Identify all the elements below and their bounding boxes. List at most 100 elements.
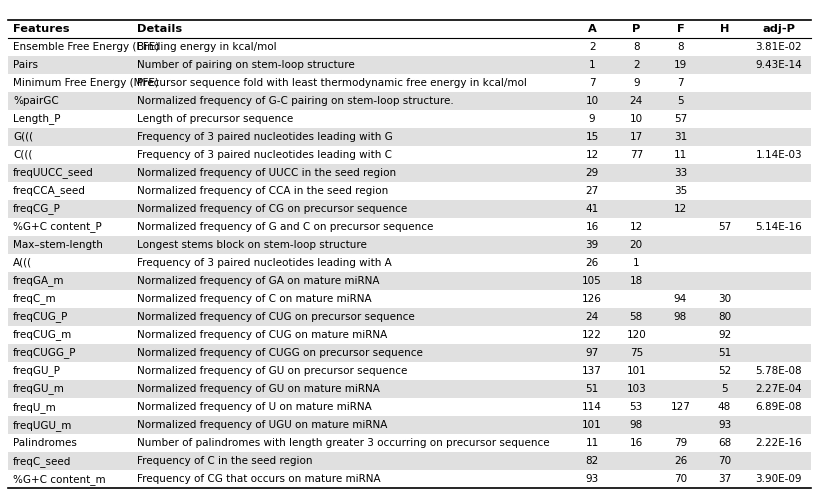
Text: Normalized frequency of UUCC in the seed region: Normalized frequency of UUCC in the seed… (138, 168, 396, 178)
Text: 98: 98 (630, 420, 643, 430)
Text: 7: 7 (589, 78, 595, 88)
Text: 5.78E-08: 5.78E-08 (755, 366, 802, 376)
Text: 9.43E-14: 9.43E-14 (755, 60, 802, 70)
Text: freqGU_P: freqGU_P (13, 366, 61, 376)
Text: 80: 80 (718, 312, 731, 322)
Text: %G+C content_m: %G+C content_m (13, 474, 106, 485)
Text: H: H (720, 23, 729, 34)
Text: adj-P: adj-P (762, 23, 795, 34)
Text: Precursor sequence fold with least thermodynamic free energy in kcal/mol: Precursor sequence fold with least therm… (138, 78, 527, 88)
Text: freqC_m: freqC_m (13, 293, 57, 304)
Text: 35: 35 (674, 186, 687, 196)
Text: freqGA_m: freqGA_m (13, 275, 65, 286)
Text: Normalized frequency of CCA in the seed region: Normalized frequency of CCA in the seed … (138, 186, 389, 196)
Text: Minimum Free Energy (MFE): Minimum Free Energy (MFE) (13, 78, 159, 88)
Text: 127: 127 (671, 402, 690, 412)
Bar (8, 254, 811, 272)
Text: Normalized frequency of CUGG on precursor sequence: Normalized frequency of CUGG on precurso… (138, 348, 423, 358)
Text: P: P (632, 23, 640, 34)
Bar (8, 74, 811, 92)
Text: freqUUCC_seed: freqUUCC_seed (13, 167, 93, 178)
Text: 5: 5 (677, 96, 684, 106)
Text: Frequency of 3 paired nucleotides leading with A: Frequency of 3 paired nucleotides leadin… (138, 258, 392, 268)
Text: Length_P: Length_P (13, 113, 61, 124)
Text: Number of pairing on stem-loop structure: Number of pairing on stem-loop structure (138, 60, 355, 70)
Text: 77: 77 (630, 150, 643, 160)
Text: 126: 126 (582, 294, 602, 304)
Text: 9: 9 (589, 114, 595, 124)
Text: 16: 16 (630, 438, 643, 448)
Text: 5: 5 (722, 384, 728, 394)
Text: Pairs: Pairs (13, 60, 38, 70)
Text: 12: 12 (586, 150, 599, 160)
Text: 120: 120 (627, 330, 646, 340)
Text: F: F (676, 23, 684, 34)
Text: Longest stems block on stem-loop structure: Longest stems block on stem-loop structu… (138, 240, 367, 250)
Text: 41: 41 (586, 204, 599, 214)
Bar (8, 146, 811, 164)
Text: 29: 29 (586, 168, 599, 178)
Text: Normalized frequency of UGU on mature miRNA: Normalized frequency of UGU on mature mi… (138, 420, 387, 430)
Text: 10: 10 (586, 96, 599, 106)
Bar (8, 272, 811, 290)
Text: 98: 98 (674, 312, 687, 322)
Text: 30: 30 (718, 294, 731, 304)
Text: 3.81E-02: 3.81E-02 (755, 42, 802, 52)
Text: 19: 19 (674, 60, 687, 70)
Bar (8, 218, 811, 236)
Bar (8, 416, 811, 434)
Text: 27: 27 (586, 186, 599, 196)
Text: C(((: C((( (13, 150, 33, 160)
Text: 7: 7 (677, 78, 684, 88)
Text: 2: 2 (633, 60, 640, 70)
Text: Ensemble Free Energy (EFE): Ensemble Free Energy (EFE) (13, 42, 159, 52)
Text: 1: 1 (633, 258, 640, 268)
Bar (8, 19, 811, 38)
Text: Normalized frequency of G and C on precursor sequence: Normalized frequency of G and C on precu… (138, 222, 434, 232)
Text: Normalized frequency of CG on precursor sequence: Normalized frequency of CG on precursor … (138, 204, 408, 214)
Text: Features: Features (13, 23, 70, 34)
Text: freqU_m: freqU_m (13, 401, 57, 412)
Text: 97: 97 (586, 348, 599, 358)
Text: 12: 12 (630, 222, 643, 232)
Text: A(((: A((( (13, 258, 32, 268)
Text: Frequency of 3 paired nucleotides leading with C: Frequency of 3 paired nucleotides leadin… (138, 150, 392, 160)
Bar (8, 92, 811, 110)
Text: 94: 94 (674, 294, 687, 304)
Text: 11: 11 (586, 438, 599, 448)
Text: freqCUG_P: freqCUG_P (13, 311, 68, 322)
Text: 70: 70 (674, 474, 687, 484)
Text: freqUGU_m: freqUGU_m (13, 420, 72, 431)
Text: 93: 93 (718, 420, 731, 430)
Text: Normalized frequency of GU on mature miRNA: Normalized frequency of GU on mature miR… (138, 384, 380, 394)
Text: freqGU_m: freqGU_m (13, 383, 65, 394)
Bar (8, 326, 811, 344)
Text: freqCG_P: freqCG_P (13, 203, 61, 214)
Bar (8, 452, 811, 470)
Text: 2: 2 (589, 42, 595, 52)
Text: 105: 105 (582, 276, 602, 286)
Text: 26: 26 (586, 258, 599, 268)
Text: Normalized frequency of U on mature miRNA: Normalized frequency of U on mature miRN… (138, 402, 372, 412)
Text: 2.27E-04: 2.27E-04 (755, 384, 802, 394)
Text: Frequency of C in the seed region: Frequency of C in the seed region (138, 456, 313, 466)
Text: 57: 57 (674, 114, 687, 124)
Text: 75: 75 (630, 348, 643, 358)
Text: 48: 48 (718, 402, 731, 412)
Text: 33: 33 (674, 168, 687, 178)
Bar (8, 56, 811, 74)
Text: Normalized frequency of G-C pairing on stem-loop structure.: Normalized frequency of G-C pairing on s… (138, 96, 455, 106)
Text: 26: 26 (674, 456, 687, 466)
Text: Length of precursor sequence: Length of precursor sequence (138, 114, 294, 124)
Text: 70: 70 (718, 456, 731, 466)
Text: Normalized frequency of CUG on precursor sequence: Normalized frequency of CUG on precursor… (138, 312, 415, 322)
Text: 10: 10 (630, 114, 643, 124)
Text: freqCCA_seed: freqCCA_seed (13, 185, 86, 196)
Bar (8, 362, 811, 380)
Text: %G+C content_P: %G+C content_P (13, 222, 102, 232)
Text: 57: 57 (718, 222, 731, 232)
Text: 103: 103 (627, 384, 646, 394)
Text: 68: 68 (718, 438, 731, 448)
Text: freqCUG_m: freqCUG_m (13, 330, 72, 341)
Text: 24: 24 (630, 96, 643, 106)
